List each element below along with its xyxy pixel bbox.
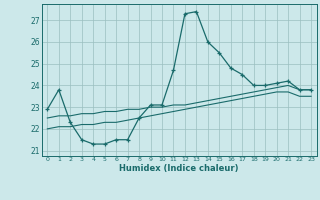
X-axis label: Humidex (Indice chaleur): Humidex (Indice chaleur): [119, 164, 239, 173]
